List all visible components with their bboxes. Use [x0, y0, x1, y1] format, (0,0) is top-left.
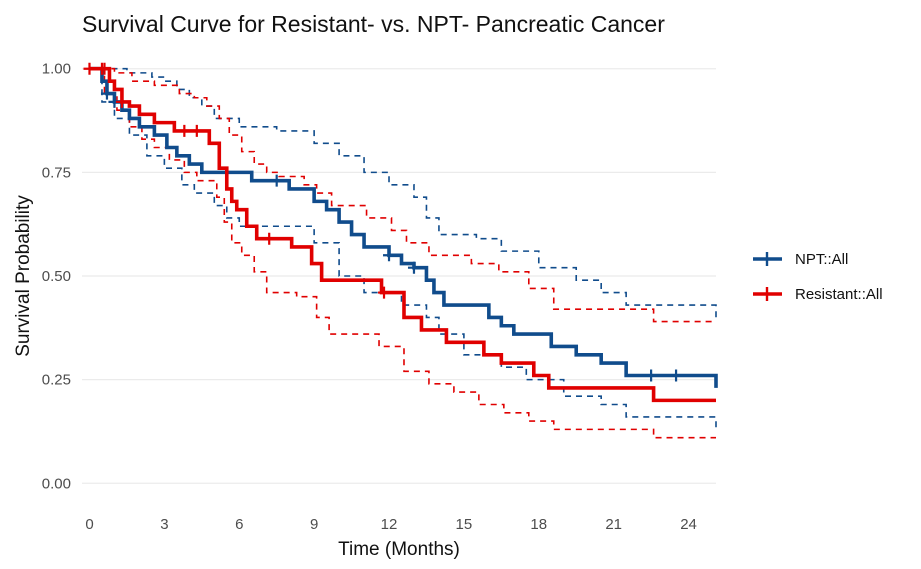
y-tick-label: 0.00	[42, 475, 71, 492]
x-tick-label: 21	[605, 516, 622, 533]
resistant-censor-mark	[115, 95, 128, 108]
x-axis-title: Time (Months)	[338, 539, 460, 560]
npt-survival-line	[89, 66, 718, 388]
npt-legend-label: NPT::All	[795, 251, 848, 268]
y-tick-label: 0.25	[42, 372, 71, 389]
npt-lower-ci-line	[89, 67, 717, 430]
chart-title: Survival Curve for Resistant- vs. NPT- P…	[82, 11, 665, 37]
survival-curves	[89, 66, 718, 403]
x-tick-label: 18	[530, 516, 547, 533]
resistant-censor-mark	[83, 62, 96, 75]
npt-censor-mark	[407, 261, 420, 274]
x-tick-label: 3	[160, 516, 168, 533]
resistant-censor-mark	[378, 286, 391, 299]
npt-censor-mark	[645, 369, 658, 382]
npt-censor-mark	[270, 174, 283, 187]
npt-censor-mark	[100, 87, 113, 100]
y-axis-title: Survival Probability	[13, 195, 34, 357]
y-tick-label: 0.50	[42, 268, 71, 285]
resistant-survival-line	[89, 66, 716, 403]
x-tick-label: 6	[235, 516, 243, 533]
resistant-censor-mark	[98, 62, 111, 75]
resistant-censor-mark	[178, 124, 191, 137]
x-tick-label: 12	[381, 516, 398, 533]
y-tick-label: 1.00	[42, 61, 71, 78]
resistant-censor-mark	[263, 232, 276, 245]
x-axis-ticks: 0 3 6 9 12 15 18 21 24	[85, 516, 697, 533]
resistant-censor-mark	[190, 124, 203, 137]
x-tick-label: 9	[310, 516, 318, 533]
y-tick-label: 0.75	[42, 164, 71, 181]
npt-censor-mark	[383, 249, 396, 262]
censor-marks	[83, 62, 683, 382]
x-tick-label: 24	[680, 516, 697, 533]
x-tick-label: 0	[85, 516, 93, 533]
resistant-upper-ci-line	[89, 67, 716, 323]
x-tick-label: 15	[456, 516, 473, 533]
npt-censor-mark	[670, 369, 683, 382]
y-axis-ticks: 0.00 0.25 0.50 0.75 1.00	[42, 61, 71, 493]
resistant-lower-ci-line	[89, 67, 716, 439]
npt-upper-ci-line	[89, 67, 717, 318]
confidence-bands	[89, 67, 717, 439]
resistant-legend-label: Resistant::All	[795, 286, 883, 303]
